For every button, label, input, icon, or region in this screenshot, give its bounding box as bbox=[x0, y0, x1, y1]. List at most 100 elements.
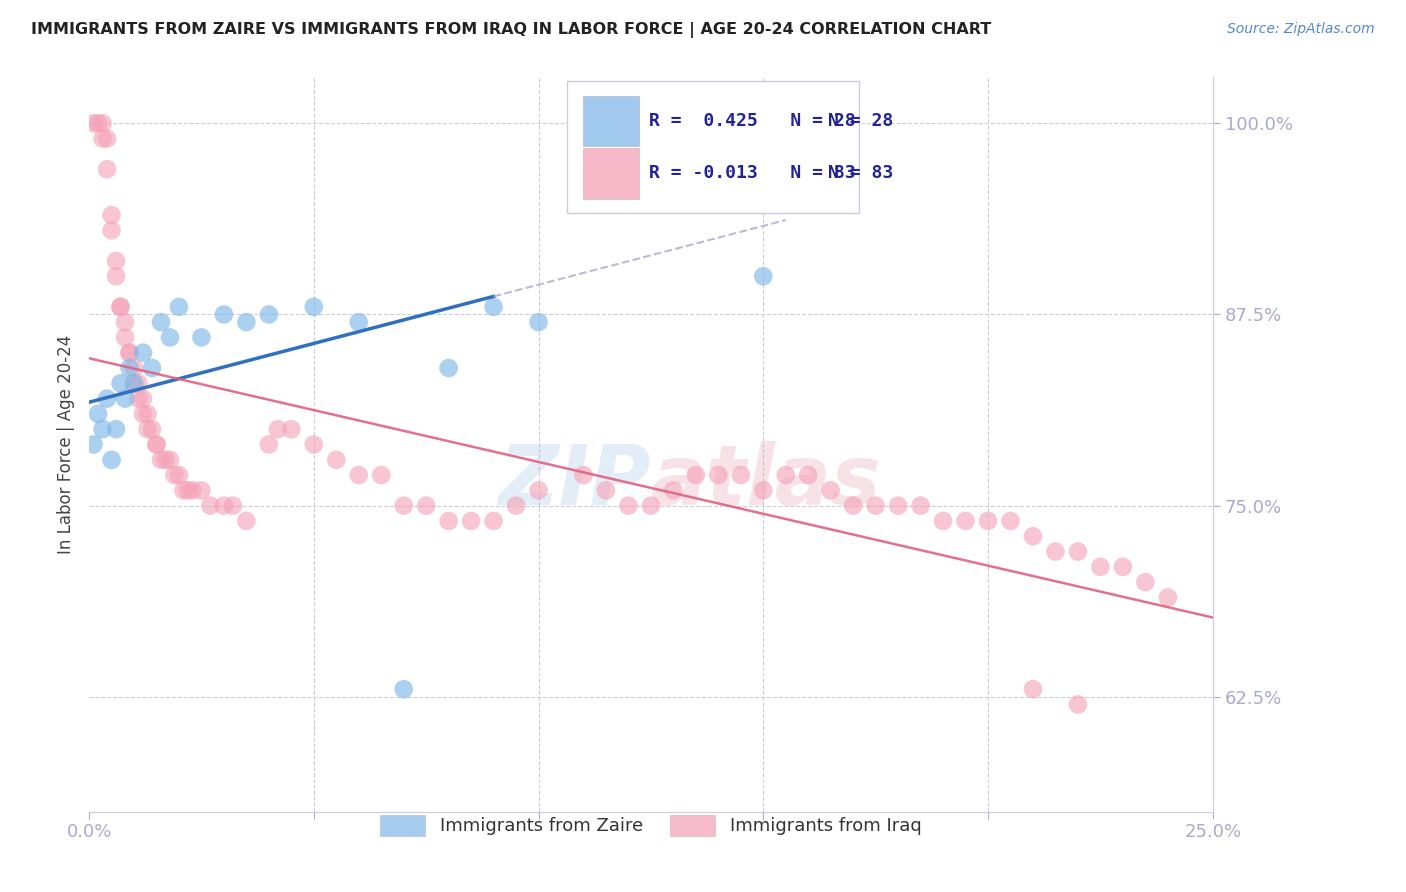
Point bbox=[482, 300, 505, 314]
Point bbox=[707, 468, 730, 483]
Point bbox=[527, 315, 550, 329]
Point bbox=[325, 452, 347, 467]
Point bbox=[128, 376, 150, 391]
Point bbox=[617, 116, 640, 130]
Point bbox=[91, 131, 114, 145]
Point bbox=[392, 682, 415, 697]
Point bbox=[527, 483, 550, 498]
Point bbox=[1090, 559, 1112, 574]
Point bbox=[932, 514, 955, 528]
Point bbox=[132, 392, 155, 406]
Point bbox=[96, 392, 118, 406]
Text: IMMIGRANTS FROM ZAIRE VS IMMIGRANTS FROM IRAQ IN LABOR FORCE | AGE 20-24 CORRELA: IMMIGRANTS FROM ZAIRE VS IMMIGRANTS FROM… bbox=[31, 22, 991, 38]
Y-axis label: In Labor Force | Age 20-24: In Labor Force | Age 20-24 bbox=[58, 334, 75, 554]
Point bbox=[118, 361, 141, 376]
Point bbox=[110, 300, 132, 314]
Point bbox=[145, 437, 167, 451]
Point bbox=[145, 437, 167, 451]
Point bbox=[617, 499, 640, 513]
Point bbox=[149, 315, 172, 329]
Point bbox=[595, 483, 617, 498]
Point bbox=[136, 407, 159, 421]
Point bbox=[775, 468, 797, 483]
Point bbox=[392, 499, 415, 513]
Point bbox=[96, 131, 118, 145]
Point bbox=[122, 376, 145, 391]
Text: N = 28: N = 28 bbox=[828, 112, 894, 130]
Point bbox=[235, 514, 257, 528]
Point bbox=[1022, 682, 1045, 697]
Point bbox=[370, 468, 392, 483]
Text: Source: ZipAtlas.com: Source: ZipAtlas.com bbox=[1227, 22, 1375, 37]
Text: R = -0.013   N = 83: R = -0.013 N = 83 bbox=[648, 164, 855, 182]
Text: atlas: atlas bbox=[651, 441, 882, 522]
Point bbox=[257, 308, 280, 322]
Point bbox=[640, 499, 662, 513]
Point bbox=[212, 499, 235, 513]
Point bbox=[347, 315, 370, 329]
Text: N = 83: N = 83 bbox=[828, 164, 894, 182]
Point bbox=[100, 452, 122, 467]
Point bbox=[662, 483, 685, 498]
Point bbox=[212, 308, 235, 322]
Point bbox=[159, 452, 181, 467]
Point bbox=[110, 376, 132, 391]
Point bbox=[87, 407, 110, 421]
Point bbox=[159, 330, 181, 344]
Text: ZIP: ZIP bbox=[498, 441, 651, 522]
Point bbox=[114, 330, 136, 344]
Point bbox=[797, 468, 820, 483]
Point bbox=[347, 468, 370, 483]
Point bbox=[110, 300, 132, 314]
FancyBboxPatch shape bbox=[567, 81, 859, 213]
Point bbox=[91, 422, 114, 436]
Point bbox=[222, 499, 245, 513]
Point bbox=[752, 483, 775, 498]
Point bbox=[482, 514, 505, 528]
Point bbox=[257, 437, 280, 451]
Point bbox=[280, 422, 302, 436]
Point bbox=[190, 330, 212, 344]
Point bbox=[122, 361, 145, 376]
Point bbox=[437, 361, 460, 376]
Point bbox=[132, 345, 155, 359]
Point bbox=[955, 514, 977, 528]
Point bbox=[114, 392, 136, 406]
Point bbox=[302, 300, 325, 314]
Point bbox=[91, 116, 114, 130]
Point bbox=[155, 452, 177, 467]
Point bbox=[1067, 698, 1090, 712]
Point bbox=[1045, 544, 1067, 558]
Point bbox=[100, 223, 122, 237]
Point bbox=[141, 422, 163, 436]
Point bbox=[235, 315, 257, 329]
Point bbox=[87, 116, 110, 130]
Point bbox=[83, 437, 105, 451]
Point bbox=[437, 514, 460, 528]
Point bbox=[1022, 529, 1045, 543]
Point bbox=[752, 269, 775, 284]
Point bbox=[105, 269, 128, 284]
Point bbox=[105, 254, 128, 268]
Point bbox=[1157, 591, 1180, 605]
Point bbox=[177, 483, 200, 498]
Point bbox=[141, 361, 163, 376]
Point bbox=[149, 452, 172, 467]
Point bbox=[460, 514, 482, 528]
Point bbox=[865, 499, 887, 513]
Point bbox=[572, 468, 595, 483]
Point bbox=[122, 376, 145, 391]
Point bbox=[685, 468, 707, 483]
Point bbox=[1067, 544, 1090, 558]
Point bbox=[132, 407, 155, 421]
Point bbox=[200, 499, 222, 513]
Point bbox=[128, 392, 150, 406]
Point bbox=[1135, 575, 1157, 590]
Point bbox=[136, 422, 159, 436]
Point bbox=[505, 499, 527, 513]
Point bbox=[172, 483, 194, 498]
Point bbox=[820, 483, 842, 498]
Point bbox=[415, 499, 437, 513]
Point bbox=[190, 483, 212, 498]
Point bbox=[730, 468, 752, 483]
